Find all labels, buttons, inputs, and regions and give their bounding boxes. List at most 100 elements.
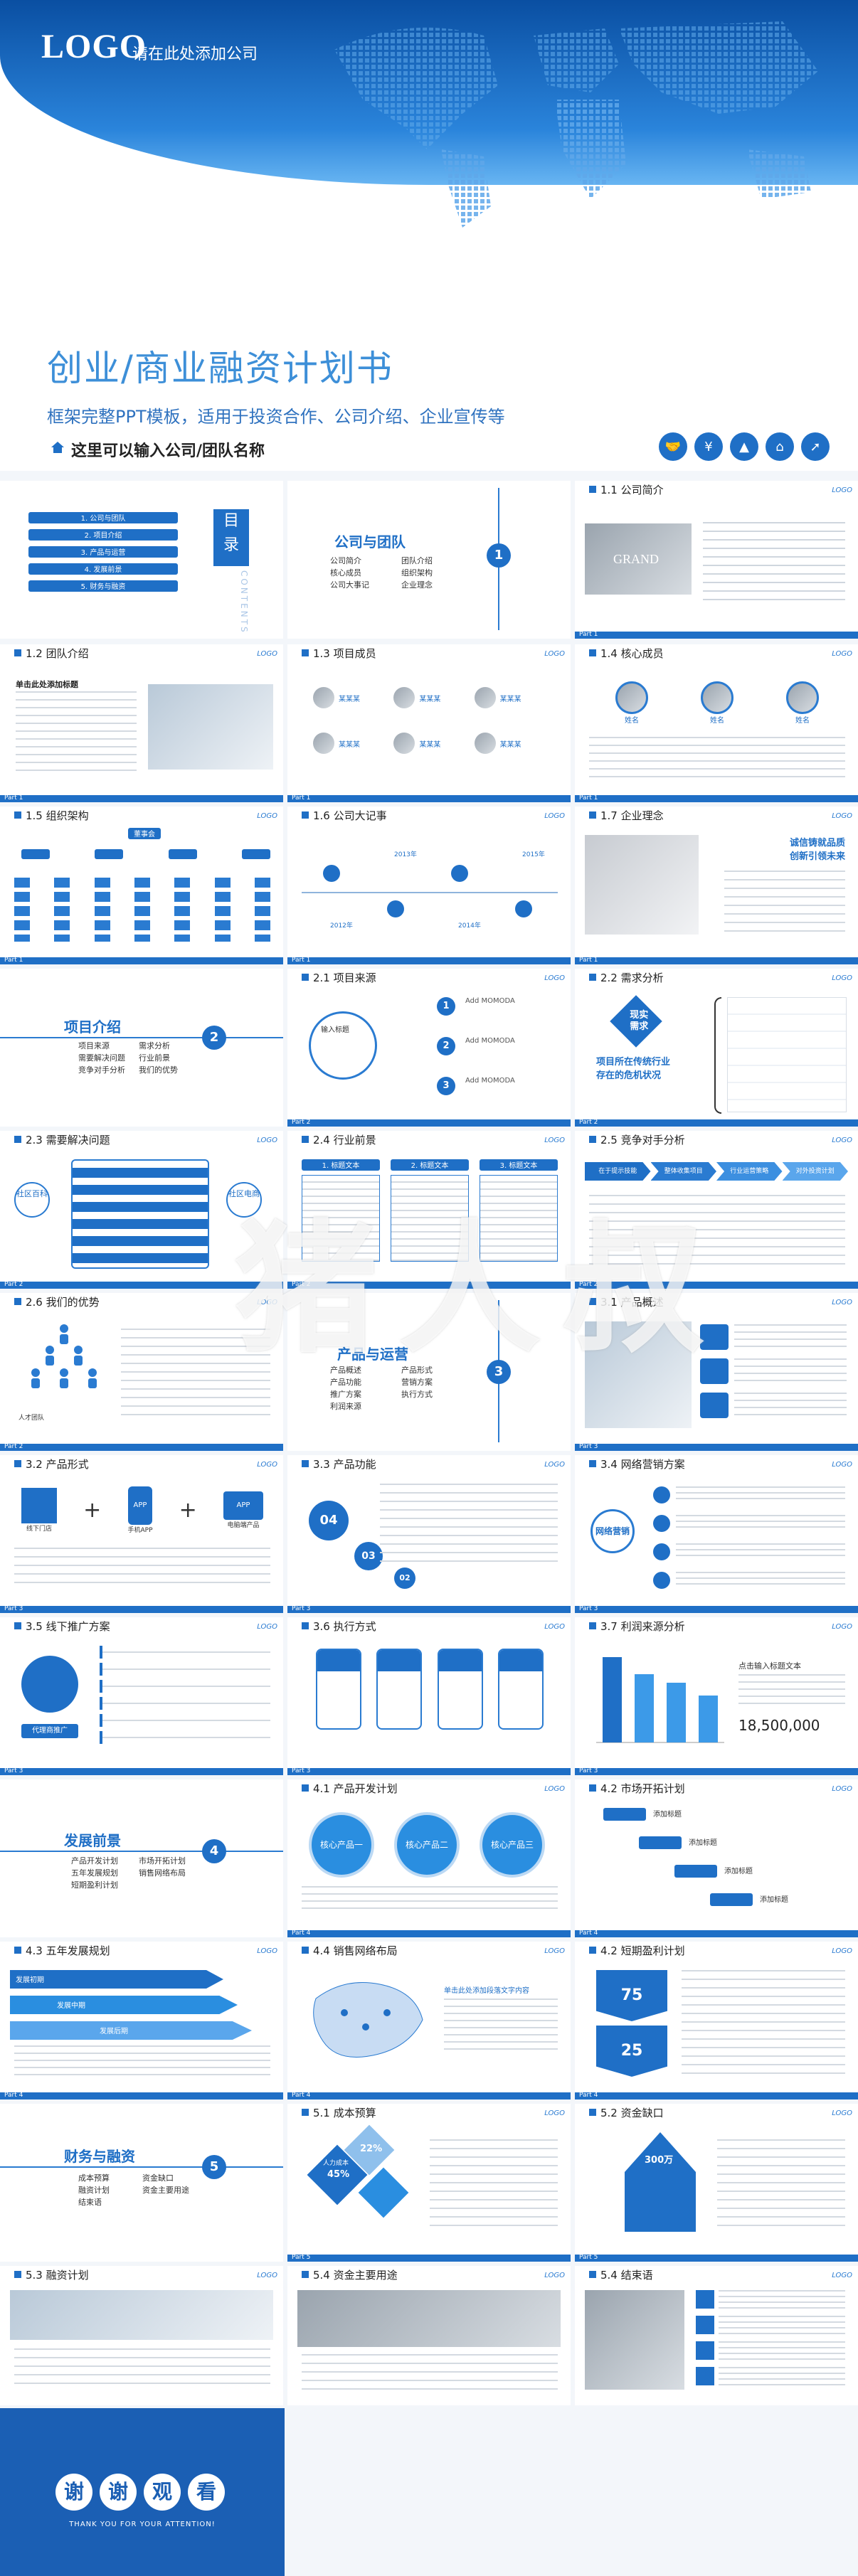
- logo-text: LOGO: [544, 2109, 565, 2117]
- rocket-icon: ➚: [801, 432, 830, 461]
- slide-title: 2.3 需要解决问题: [26, 1134, 110, 1146]
- member-name: 姓名: [710, 717, 724, 725]
- footer-bar: Part 1: [287, 794, 571, 802]
- channel-text: [676, 1543, 845, 1560]
- contents-item[interactable]: 1. 公司与团队: [28, 512, 178, 523]
- title-marker: [302, 649, 309, 656]
- part-label: Part 2: [4, 1443, 23, 1450]
- title-marker: [14, 1136, 21, 1143]
- title-marker: [589, 486, 596, 493]
- marketing-hub: 网络营销: [590, 1509, 635, 1553]
- office-photo: GRAND: [585, 523, 692, 595]
- need-list: [727, 997, 847, 1112]
- section-item: 短期盈利计划: [71, 1880, 118, 1890]
- paragraph-placeholder: [380, 1484, 558, 1562]
- gap-shape: [625, 2132, 696, 2232]
- part-label: Part 3: [4, 1605, 23, 1612]
- promo-line: [100, 1697, 270, 1710]
- footer-bar: Part 3: [287, 1767, 571, 1775]
- arrow-step: 对外投资计划: [782, 1162, 848, 1181]
- execution-card: [437, 1649, 483, 1730]
- title-marker: [589, 811, 596, 819]
- footer-bar: Part 3: [0, 1605, 283, 1613]
- section-number: 3: [487, 1360, 511, 1384]
- slide-5-2: 5.2 资金缺口 LOGO 300万 Part 5: [575, 2104, 858, 2262]
- contents-item[interactable]: 4. 发展前景: [28, 563, 178, 575]
- paragraph-placeholder: [430, 2139, 558, 2232]
- phase-label: 发展初期: [16, 1976, 44, 1984]
- logo-text: LOGO: [832, 486, 852, 494]
- slide-section2: 项目介绍 2 项目来源 需求分析 需要解决问题 行业前景 竞争对手分析 我们的优…: [0, 969, 283, 1127]
- title-marker: [589, 1136, 596, 1143]
- title-marker: [302, 1136, 309, 1143]
- org-column: [214, 878, 231, 942]
- source-title: 输入标题: [321, 1026, 349, 1034]
- chart-bar: [667, 1683, 686, 1742]
- channel-item: [653, 1543, 845, 1560]
- logo-text: LOGO: [257, 650, 277, 658]
- channel-item: [653, 1572, 845, 1589]
- footer-bar: Part 2: [575, 1119, 858, 1127]
- paragraph-placeholder: [717, 2139, 845, 2232]
- slide-title: 1.4 核心成员: [600, 647, 664, 660]
- section-items: 项目来源 需求分析 需要解决问题 行业前景 竞争对手分析 我们的优势: [78, 1040, 199, 1076]
- feature-item: [700, 1393, 847, 1418]
- logo-text: LOGO: [257, 2272, 277, 2279]
- slide-contents: 1. 公司与团队 2. 项目介绍 3. 产品与运营 4. 发展前景 5. 财务与…: [0, 481, 283, 639]
- contents-char: 录: [223, 536, 239, 554]
- weibo-icon: [653, 1543, 670, 1560]
- product-circle: 核心产品三: [480, 1812, 545, 1878]
- section-title: 产品与运营: [337, 1346, 408, 1363]
- timeline-pin: [387, 900, 404, 917]
- contents-char: 目: [223, 512, 239, 530]
- arrow-step: 在于提示技能: [585, 1162, 651, 1181]
- slide-title: 1.3 项目成员: [313, 647, 376, 660]
- slide-title: 3.3 产品功能: [313, 1458, 376, 1471]
- forum-icon: [653, 1572, 670, 1589]
- form-item: APP 电脑端产品: [223, 1491, 263, 1529]
- section-item: 需求分析: [139, 1041, 170, 1050]
- section-item: 核心成员: [330, 568, 361, 578]
- network-text: 单击此处添加段落文字内容: [444, 1987, 529, 1995]
- slide-2-1: 2.1 项目来源 LOGO 输入标题 1 2 3 Add MOMODA Add …: [287, 969, 571, 1127]
- core-member: 姓名: [701, 681, 733, 725]
- timeline-year: 2013年: [394, 851, 417, 858]
- section-item: 销售网络布局: [139, 1868, 186, 1878]
- phase-label: 发展后期: [100, 2028, 128, 2035]
- handshake-icon: 🤝: [659, 432, 687, 461]
- title-marker: [14, 1622, 21, 1629]
- execution-card: [316, 1649, 361, 1730]
- logo-text: LOGO: [832, 812, 852, 820]
- slide-title: 1.7 企业理念: [600, 809, 664, 822]
- pyramid-caption: 人才团队: [18, 1415, 45, 1422]
- col-header: 1. 标题文本: [302, 1159, 380, 1171]
- building-icon: [21, 1488, 57, 1523]
- section-item: 我们的优势: [139, 1065, 178, 1075]
- footer-bar: Part 4: [287, 1930, 571, 1937]
- logo-text: LOGO: [832, 2272, 852, 2279]
- closing-text: [719, 2367, 845, 2385]
- team-photo: [148, 684, 273, 770]
- channel-list: [653, 1486, 845, 1589]
- logo-text: LOGO: [257, 1137, 277, 1144]
- money-icon: ¥: [694, 432, 723, 461]
- slide-4-1: 4.1 产品开发计划 LOGO 核心产品一 核心产品二 核心产品三 Part 4: [287, 1779, 571, 1937]
- contents-item[interactable]: 3. 产品与运营: [28, 546, 178, 558]
- timeline-pin: [451, 865, 468, 882]
- contents-item[interactable]: 2. 项目介绍: [28, 529, 178, 541]
- slide-title: 5.3 融资计划: [26, 2269, 89, 2282]
- section-item: 产品概述: [330, 1366, 361, 1375]
- timeline-pin: [515, 900, 532, 917]
- stair-step: [710, 1893, 753, 1906]
- title-marker: [14, 1460, 21, 1467]
- contents-item[interactable]: 5. 财务与融资: [28, 580, 178, 592]
- tools-icon: [378, 1650, 421, 1671]
- avatar: [615, 681, 648, 714]
- question-line: 项目所在传统行业: [596, 1057, 671, 1068]
- slide-title: 2.6 我们的优势: [26, 1296, 100, 1309]
- footer-bar: Part 3: [287, 1605, 571, 1613]
- team-name: 这里可以输入公司/团队名称: [71, 442, 265, 460]
- footer-bar: Part 1: [287, 957, 571, 964]
- part-label: Part 1: [579, 631, 598, 638]
- paragraph-placeholder: [444, 1998, 558, 2055]
